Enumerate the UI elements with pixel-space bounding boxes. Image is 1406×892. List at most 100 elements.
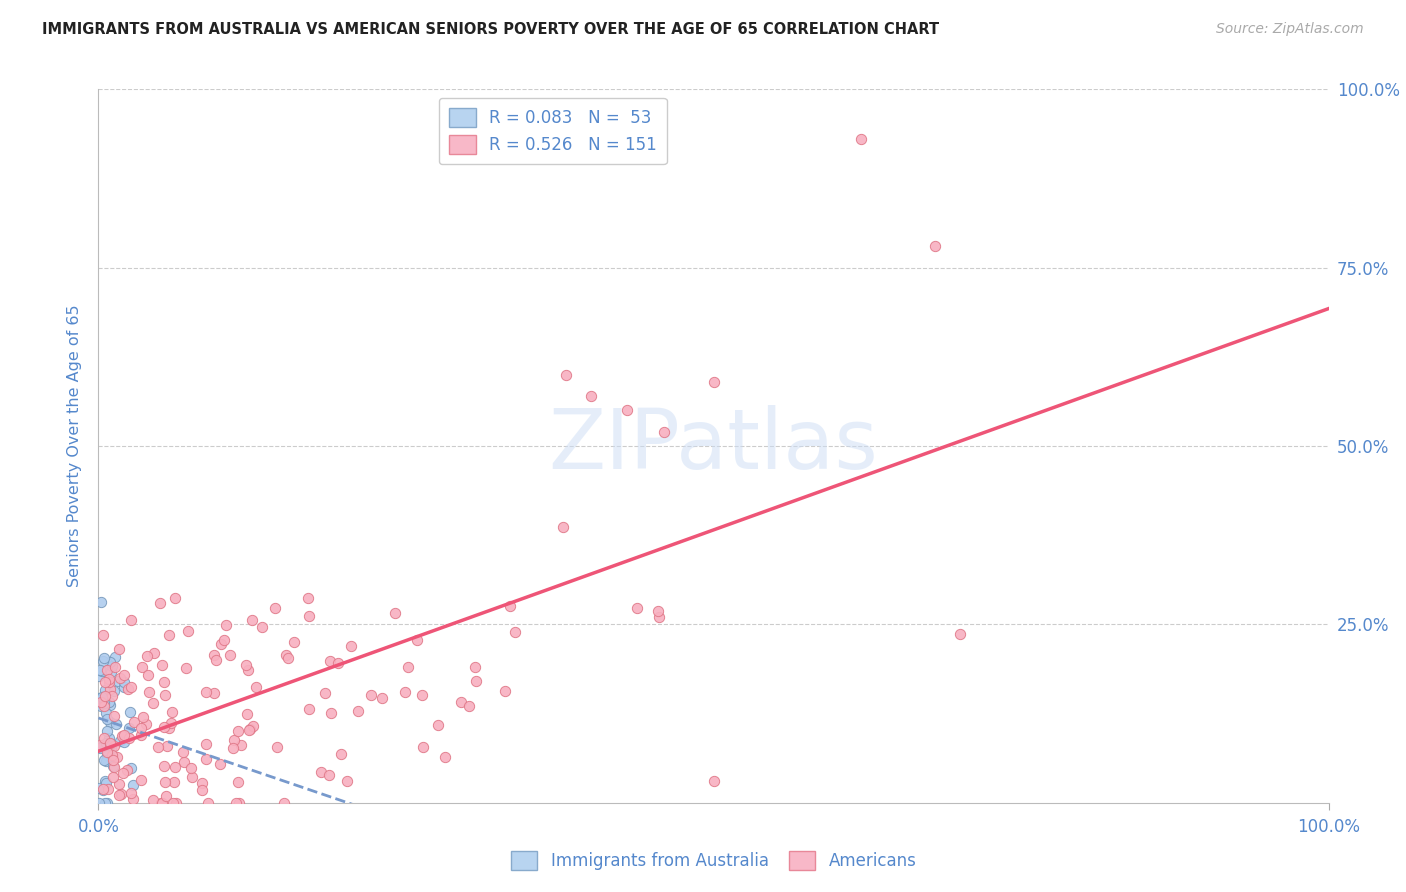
Point — [153, 674, 176, 689]
Text: Source: ZipAtlas.com: Source: ZipAtlas.com — [1216, 22, 1364, 37]
Point — [157, 721, 180, 735]
Point — [94, 754, 117, 768]
Point — [112, 735, 135, 749]
Point — [94, 776, 117, 790]
Point — [219, 648, 242, 662]
Point — [96, 723, 118, 738]
Point — [90, 695, 112, 709]
Point — [105, 717, 128, 731]
Point — [87, 669, 110, 683]
Y-axis label: Seniors Poverty Over the Age of 65: Seniors Poverty Over the Age of 65 — [67, 305, 83, 587]
Point — [195, 752, 218, 766]
Point — [396, 660, 419, 674]
Point — [236, 664, 259, 678]
Point — [108, 641, 131, 656]
Point — [360, 688, 382, 702]
Point — [339, 640, 361, 654]
Point — [411, 688, 433, 702]
Point — [120, 787, 142, 801]
Point — [242, 719, 264, 733]
Point — [118, 705, 141, 719]
Point — [156, 739, 179, 754]
Point — [174, 661, 197, 675]
Point — [152, 720, 174, 734]
Point — [89, 664, 111, 678]
Point — [238, 722, 260, 736]
Point — [228, 723, 250, 738]
Point — [346, 704, 368, 718]
Point — [100, 747, 122, 762]
Point — [135, 717, 157, 731]
Point — [110, 788, 132, 802]
Point — [114, 674, 136, 689]
Point — [191, 782, 214, 797]
Point — [115, 764, 138, 778]
Point — [89, 738, 111, 752]
Point — [149, 596, 172, 610]
Point — [172, 745, 194, 759]
Point — [94, 774, 117, 789]
Point — [100, 655, 122, 669]
Point — [122, 778, 145, 792]
Point — [427, 718, 450, 732]
Point — [283, 635, 305, 649]
Point — [129, 772, 152, 787]
Point — [209, 637, 232, 651]
Point — [703, 774, 725, 789]
Point — [160, 715, 183, 730]
Point — [91, 665, 114, 679]
Point — [105, 749, 128, 764]
Point — [245, 680, 267, 694]
Point — [160, 705, 183, 719]
Point — [499, 599, 522, 613]
Point — [101, 658, 124, 673]
Point — [98, 674, 121, 689]
Point — [142, 793, 165, 807]
Point — [318, 768, 340, 782]
Point — [93, 731, 115, 745]
Point — [228, 796, 250, 810]
Point — [208, 757, 231, 772]
Point — [298, 608, 321, 623]
Point — [412, 740, 434, 755]
Point — [94, 736, 117, 750]
Point — [111, 765, 134, 780]
Legend: Immigrants from Australia, Americans: Immigrants from Australia, Americans — [503, 844, 924, 877]
Point — [464, 660, 486, 674]
Point — [89, 739, 111, 754]
Point — [104, 660, 127, 674]
Point — [494, 684, 516, 698]
Point — [212, 632, 235, 647]
Point — [153, 775, 176, 789]
Point — [163, 774, 186, 789]
Point — [103, 739, 125, 753]
Point — [703, 375, 725, 389]
Point — [108, 777, 131, 791]
Point — [266, 739, 288, 754]
Point — [98, 736, 121, 750]
Point — [318, 654, 340, 668]
Point — [204, 685, 226, 699]
Point — [107, 673, 129, 688]
Point — [150, 796, 173, 810]
Point — [94, 689, 117, 703]
Point — [118, 721, 141, 735]
Point — [433, 750, 456, 764]
Point — [96, 796, 118, 810]
Point — [626, 601, 648, 615]
Point — [138, 685, 160, 699]
Point — [90, 695, 112, 709]
Point — [107, 789, 129, 803]
Point — [104, 650, 127, 665]
Point — [849, 132, 872, 146]
Point — [229, 739, 252, 753]
Point — [96, 663, 118, 677]
Point — [97, 782, 120, 797]
Point — [100, 741, 122, 756]
Point — [150, 657, 173, 672]
Text: ZIPatlas: ZIPatlas — [548, 406, 879, 486]
Point — [298, 702, 321, 716]
Point — [94, 674, 117, 689]
Point — [120, 613, 142, 627]
Point — [226, 775, 249, 789]
